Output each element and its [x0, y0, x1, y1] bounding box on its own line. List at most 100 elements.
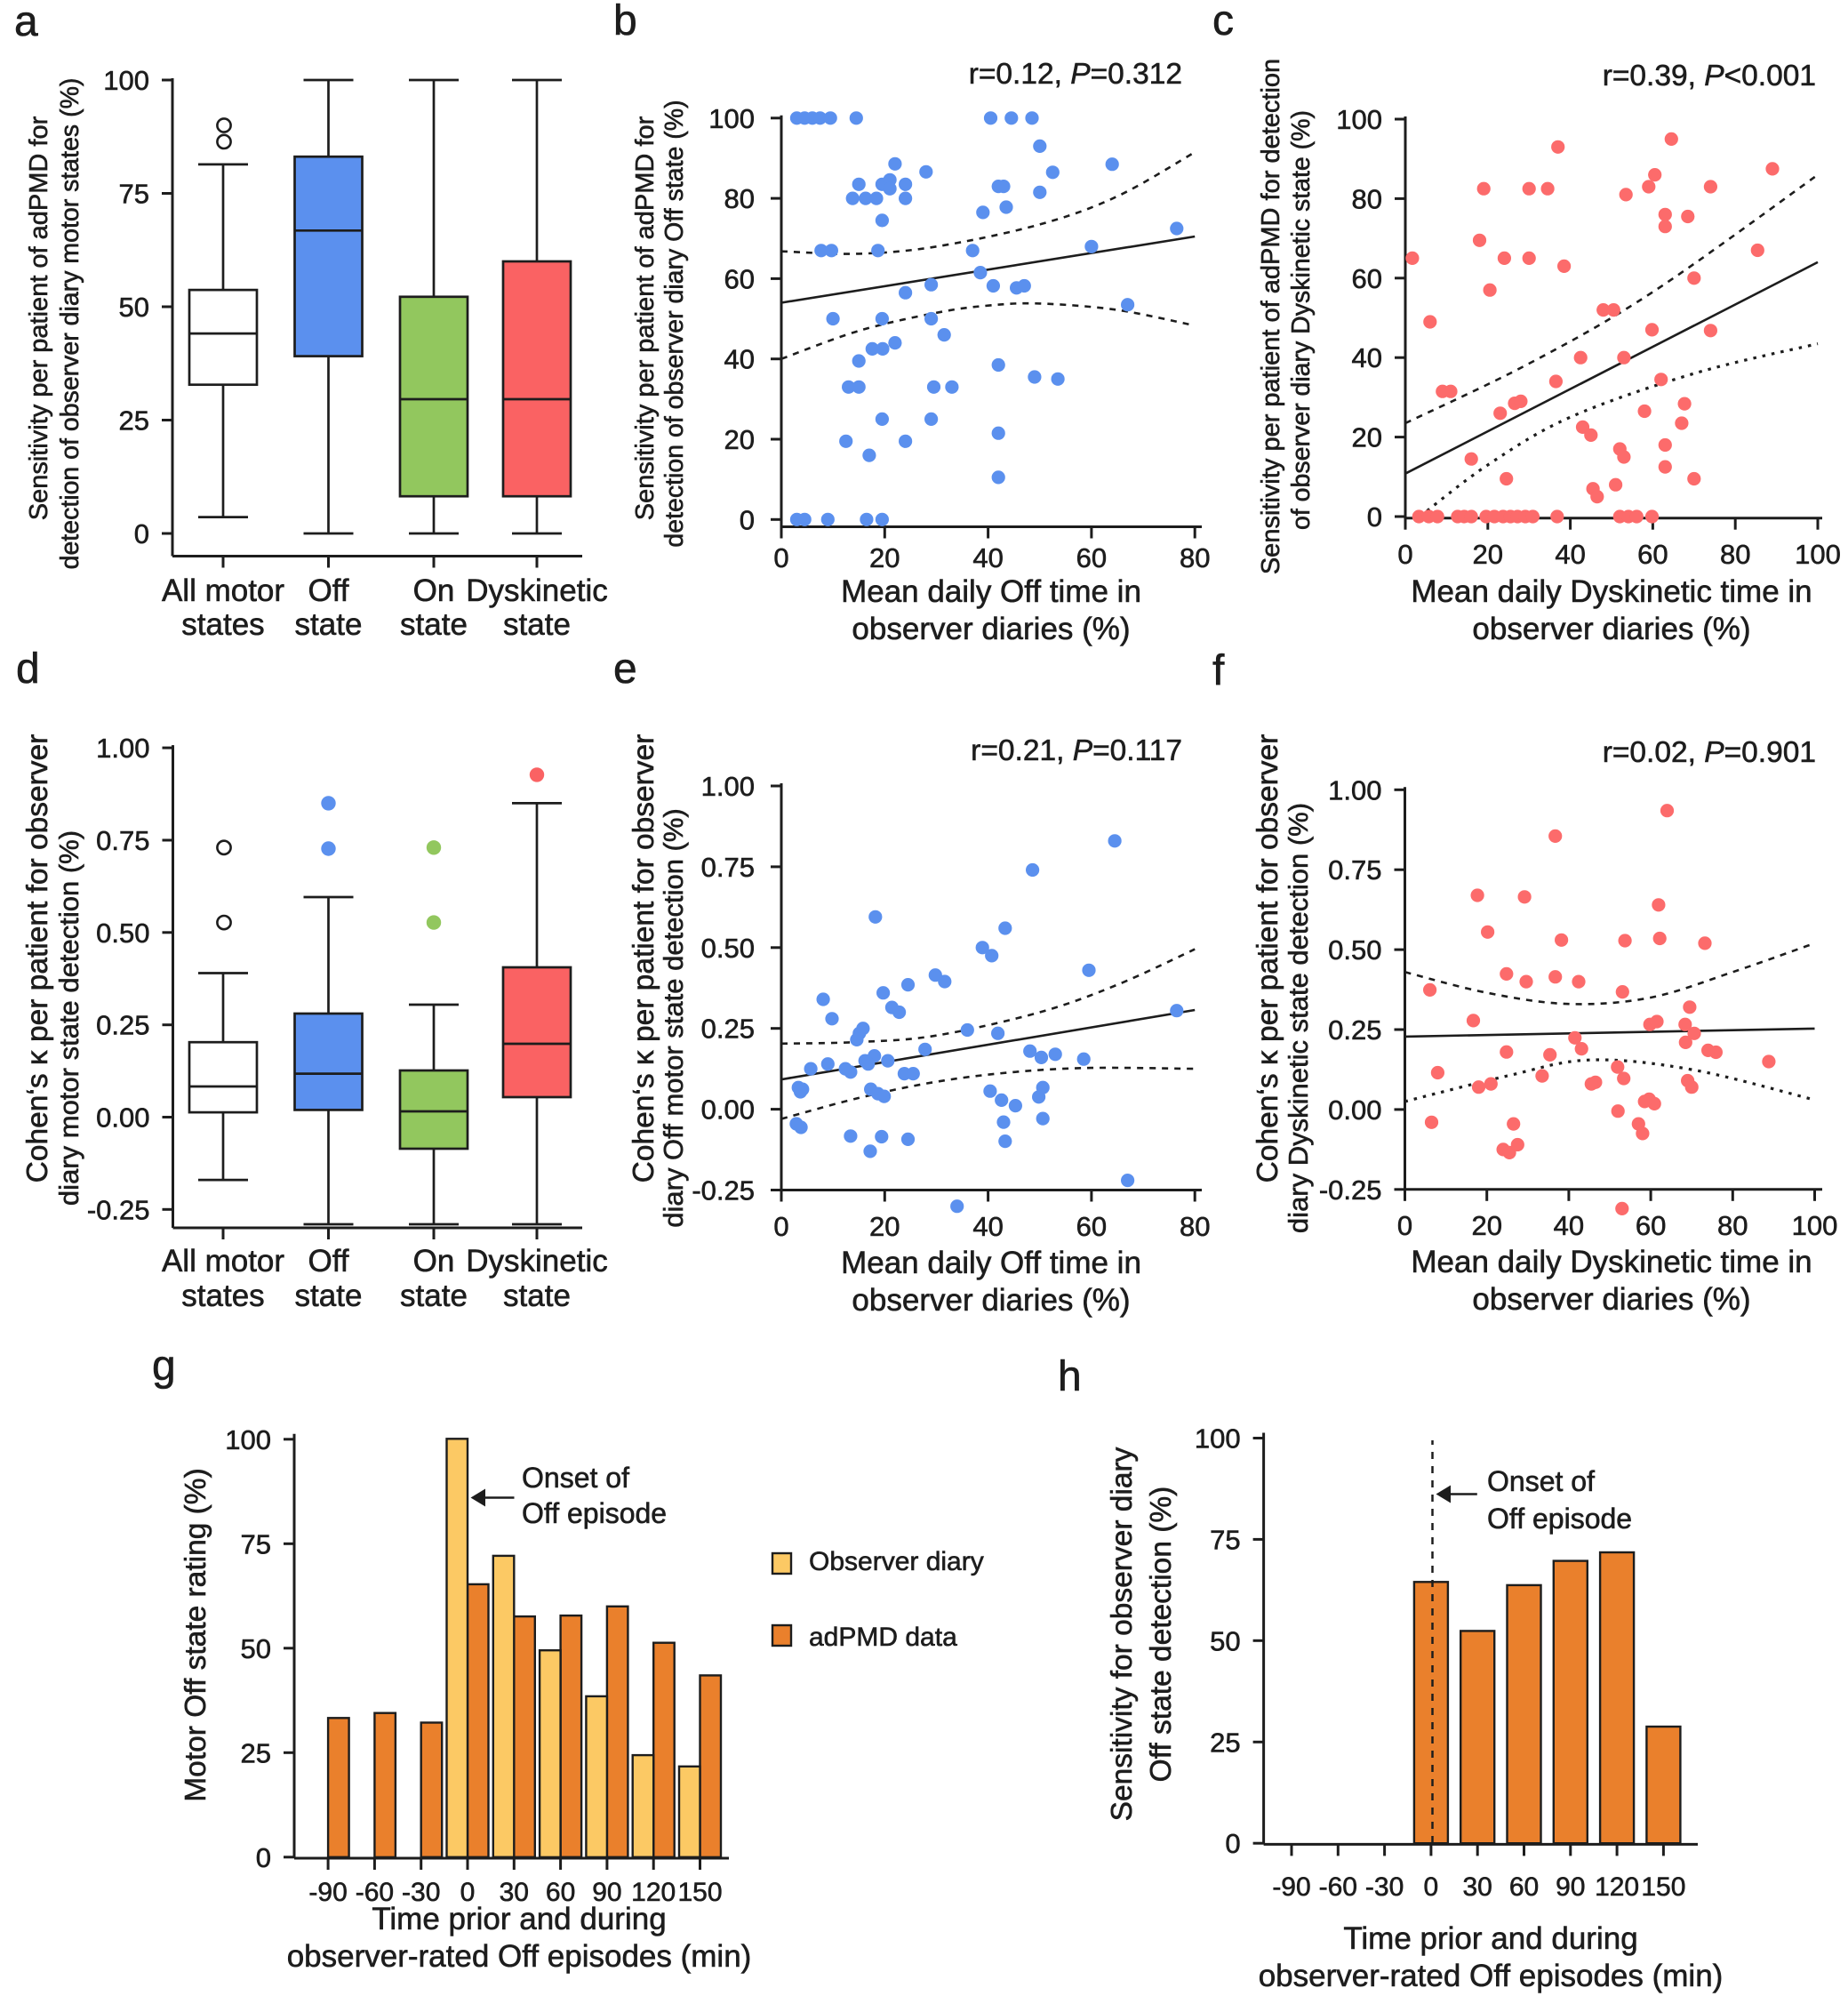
svg-text:0.00: 0.00 — [1328, 1094, 1381, 1126]
svg-text:-30: -30 — [402, 1878, 440, 1907]
svg-text:of observer diary Dyskinetic s: of observer diary Dyskinetic state (%) — [1287, 110, 1316, 530]
svg-text:100: 100 — [1195, 1423, 1241, 1455]
svg-text:detection of observer diary mo: detection of observer diary motor states… — [56, 78, 84, 570]
svg-text:Off episode: Off episode — [522, 1497, 667, 1529]
svg-text:r=0.21, P=0.117: r=0.21, P=0.117 — [971, 734, 1182, 767]
svg-text:diary Dyskinetic state detecti: diary Dyskinetic state detection (%) — [1283, 803, 1314, 1233]
svg-text:50: 50 — [1210, 1625, 1240, 1656]
svg-text:h: h — [1058, 1353, 1082, 1400]
svg-text:state: state — [503, 607, 571, 642]
svg-text:Mean daily Dyskinetic time in: Mean daily Dyskinetic time in — [1411, 1245, 1812, 1279]
svg-text:Onset of: Onset of — [522, 1462, 629, 1494]
svg-text:observer diaries (%): observer diaries (%) — [852, 1283, 1130, 1318]
svg-text:0.25: 0.25 — [96, 1010, 149, 1041]
svg-text:states: states — [181, 607, 264, 642]
svg-text:25: 25 — [241, 1737, 271, 1768]
svg-text:40: 40 — [972, 1211, 1003, 1242]
svg-text:20: 20 — [1352, 422, 1382, 453]
svg-text:100: 100 — [225, 1424, 271, 1455]
svg-text:50: 50 — [119, 292, 149, 323]
svg-text:100: 100 — [1795, 539, 1841, 570]
svg-text:100: 100 — [103, 65, 149, 96]
svg-text:80: 80 — [1720, 539, 1750, 570]
svg-text:-0.25: -0.25 — [1319, 1174, 1382, 1206]
svg-text:20: 20 — [1473, 539, 1503, 570]
svg-text:0: 0 — [1424, 1872, 1439, 1902]
svg-text:Cohen‘s κ per patient for obs: Cohen‘s κ per patient for observer — [21, 734, 54, 1183]
svg-text:0.75: 0.75 — [701, 852, 755, 883]
svg-text:f: f — [1212, 647, 1225, 694]
svg-text:detection of observer diary Of: detection of observer diary Off state (%… — [660, 100, 689, 547]
svg-text:c: c — [1212, 0, 1234, 44]
svg-text:100: 100 — [1336, 104, 1382, 135]
svg-text:states: states — [181, 1279, 264, 1313]
svg-text:observer-rated Off episodes (m: observer-rated Off episodes (min) — [287, 1939, 752, 1974]
svg-text:120: 120 — [631, 1878, 676, 1907]
svg-text:diary motor state detection (%: diary motor state detection (%) — [53, 830, 84, 1206]
svg-text:Off episode: Off episode — [1487, 1503, 1632, 1535]
svg-text:state: state — [295, 607, 363, 642]
svg-text:-30: -30 — [1365, 1872, 1404, 1902]
svg-text:adPMD data: adPMD data — [809, 1623, 957, 1652]
svg-text:90: 90 — [592, 1878, 621, 1907]
svg-text:20: 20 — [1471, 1210, 1501, 1241]
svg-text:On: On — [413, 573, 455, 608]
svg-text:40: 40 — [1554, 1210, 1584, 1241]
svg-text:0.25: 0.25 — [701, 1014, 755, 1045]
svg-text:30: 30 — [500, 1878, 529, 1907]
svg-text:25: 25 — [119, 405, 149, 437]
svg-text:1.00: 1.00 — [1328, 774, 1381, 806]
svg-text:Mean daily Dyskinetic time in: Mean daily Dyskinetic time in — [1411, 574, 1812, 609]
svg-text:0.50: 0.50 — [1328, 934, 1381, 966]
svg-text:state: state — [400, 1279, 468, 1313]
svg-text:Dyskinetic: Dyskinetic — [466, 573, 607, 608]
svg-text:80: 80 — [1180, 542, 1210, 573]
svg-text:60: 60 — [724, 263, 755, 294]
svg-text:-90: -90 — [1272, 1872, 1310, 1902]
svg-text:75: 75 — [1210, 1524, 1240, 1555]
svg-text:All motor: All motor — [162, 1244, 284, 1279]
svg-text:-60: -60 — [1319, 1872, 1357, 1902]
svg-text:observer diaries (%): observer diaries (%) — [1472, 612, 1750, 646]
svg-text:g: g — [152, 1343, 176, 1390]
svg-text:Mean daily Off time in: Mean daily Off time in — [841, 1246, 1141, 1280]
svg-text:80: 80 — [1717, 1210, 1748, 1241]
svg-text:Off: Off — [308, 1244, 348, 1279]
svg-text:observer-rated Off episodes (m: observer-rated Off episodes (min) — [1259, 1959, 1724, 1993]
svg-text:diary Off motor state detectio: diary Off motor state detection (%) — [658, 808, 689, 1228]
svg-text:r=0.12, P=0.312: r=0.12, P=0.312 — [969, 58, 1182, 91]
svg-text:80: 80 — [1180, 1211, 1210, 1242]
svg-text:20: 20 — [724, 424, 755, 455]
svg-text:0: 0 — [1397, 539, 1412, 570]
svg-text:0: 0 — [773, 1211, 788, 1242]
svg-text:Cohen‘s κ per patient for obs: Cohen‘s κ per patient for observer — [628, 734, 660, 1183]
svg-text:0: 0 — [256, 1842, 271, 1873]
svg-text:Sensitivity per patient of adP: Sensitivity per patient of adPMD for det… — [1257, 59, 1285, 574]
svg-text:75: 75 — [119, 179, 149, 210]
svg-text:r=0.02, P=0.901: r=0.02, P=0.901 — [1603, 736, 1816, 769]
svg-text:-0.25: -0.25 — [87, 1194, 150, 1225]
svg-text:0: 0 — [460, 1878, 476, 1907]
svg-text:100: 100 — [1792, 1210, 1838, 1241]
svg-text:-90: -90 — [308, 1878, 347, 1907]
svg-text:150: 150 — [677, 1878, 722, 1907]
svg-text:0.00: 0.00 — [701, 1094, 755, 1126]
svg-text:0.75: 0.75 — [96, 825, 149, 856]
svg-text:Sensitivity per patient of adP: Sensitivity per patient of adPMD for — [25, 116, 53, 520]
svg-text:e: e — [613, 645, 637, 693]
svg-text:80: 80 — [1352, 183, 1382, 214]
svg-text:On: On — [413, 1244, 455, 1279]
svg-text:60: 60 — [1352, 263, 1382, 294]
svg-text:Time prior and during: Time prior and during — [372, 1902, 666, 1936]
svg-text:state: state — [503, 1279, 571, 1313]
svg-text:b: b — [613, 0, 637, 44]
svg-text:r=0.39, P<0.001: r=0.39, P<0.001 — [1603, 60, 1816, 92]
svg-text:a: a — [14, 0, 38, 45]
svg-text:60: 60 — [1636, 1210, 1666, 1241]
svg-text:20: 20 — [869, 542, 900, 573]
svg-text:d: d — [16, 645, 40, 693]
svg-text:Dyskinetic: Dyskinetic — [466, 1244, 607, 1279]
svg-text:120: 120 — [1595, 1872, 1639, 1902]
svg-text:40: 40 — [1352, 342, 1382, 373]
svg-text:1.00: 1.00 — [701, 771, 755, 802]
